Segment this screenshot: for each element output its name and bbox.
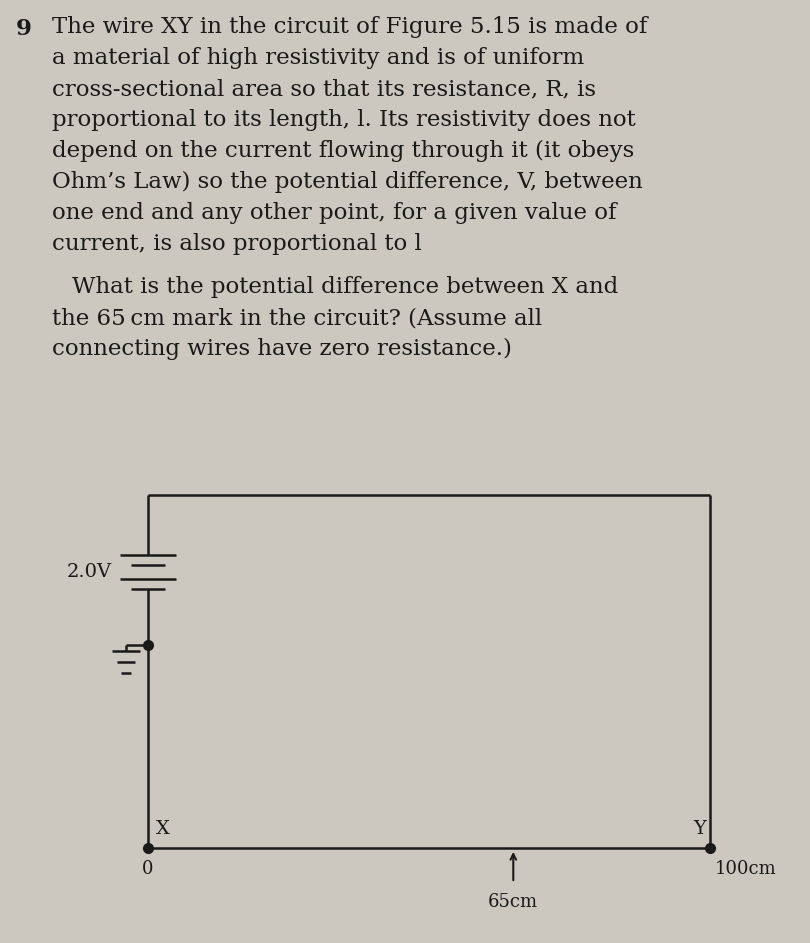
Text: 9: 9 xyxy=(16,18,32,40)
Text: depend on the current flowing through it (it obeys: depend on the current flowing through it… xyxy=(52,140,634,162)
Text: 0: 0 xyxy=(143,860,154,878)
Text: What is the potential difference between X and: What is the potential difference between… xyxy=(72,276,618,298)
Text: Y: Y xyxy=(693,820,706,838)
Text: Ohm’s Law) so the potential difference, V, between: Ohm’s Law) so the potential difference, … xyxy=(52,171,643,193)
Text: one end and any other point, for a given value of: one end and any other point, for a given… xyxy=(52,202,616,224)
Text: connecting wires have zero resistance.): connecting wires have zero resistance.) xyxy=(52,338,512,360)
Text: X: X xyxy=(156,820,170,838)
Text: The wire XY in the circuit of Figure 5.15 is made of: The wire XY in the circuit of Figure 5.1… xyxy=(52,16,647,38)
Text: 100cm: 100cm xyxy=(715,860,777,878)
Text: a material of high resistivity and is of uniform: a material of high resistivity and is of… xyxy=(52,47,584,69)
Text: the 65 cm mark in the circuit? (Assume all: the 65 cm mark in the circuit? (Assume a… xyxy=(52,307,542,329)
Text: 65cm: 65cm xyxy=(488,893,539,911)
Text: cross-sectional area so that its resistance, R, is: cross-sectional area so that its resista… xyxy=(52,78,596,100)
Text: proportional to its length, l. Its resistivity does not: proportional to its length, l. Its resis… xyxy=(52,109,636,131)
Text: current, is also proportional to l: current, is also proportional to l xyxy=(52,233,422,255)
Text: 2.0V: 2.0V xyxy=(67,563,112,581)
